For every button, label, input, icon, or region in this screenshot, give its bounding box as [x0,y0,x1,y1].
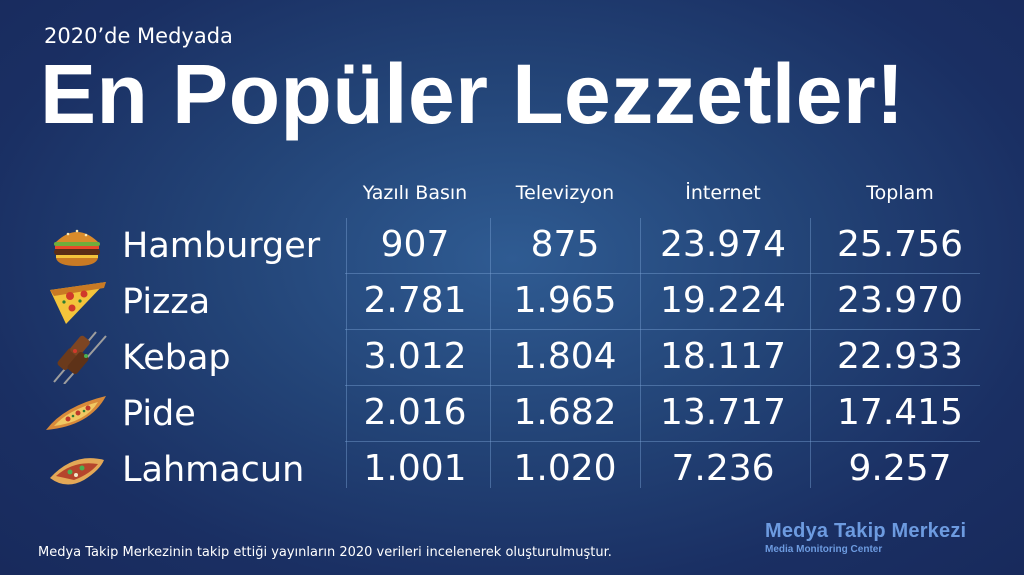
value-print: 2.016 [363,392,467,433]
value-tv: 1.682 [513,392,617,433]
table-row: Lahmacun 1.001 1.020 7.236 9.257 [0,442,1024,496]
value-tv: 1.804 [513,336,617,377]
column-divider [490,218,491,488]
column-header-tv: Televizyon [515,182,615,204]
pide-icon [46,396,106,430]
column-divider [810,218,811,488]
column-divider [640,218,641,488]
value-internet: 7.236 [671,448,775,489]
brand-tagline: Media Monitoring Center [765,544,883,555]
value-tv: 875 [530,224,600,265]
table-row: Kebap 3.012 1.804 18.117 22.933 [0,330,1024,386]
value-print: 2.781 [363,280,467,321]
brand-name: Medya Takip Merkezi [765,520,967,542]
footer-note: Medya Takip Merkezinin takip ettiği yayı… [38,545,612,560]
column-header-print: Yazılı Basın [362,182,468,204]
value-total: 17.415 [837,392,963,433]
value-print: 1.001 [363,448,467,489]
value-total: 22.933 [837,336,963,377]
subtitle: 2020’de Medyada [44,24,233,48]
value-total: 25.756 [837,224,963,265]
data-table: Hamburger 907 875 23.974 25.756 Pizza 2.… [0,218,1024,490]
value-total: 9.257 [848,448,952,489]
value-internet: 23.974 [660,224,786,265]
lahmacun-icon [50,458,104,485]
food-name: Pizza [122,282,211,322]
value-print: 907 [380,224,450,265]
row-divider [345,385,980,386]
table-row: Pide 2.016 1.682 13.717 17.415 [0,386,1024,442]
kebab-icon [53,331,107,384]
column-header-internet: İnternet [685,182,761,204]
value-internet: 13.717 [660,392,786,433]
food-name: Kebap [122,338,231,378]
pizza-icon [50,282,106,324]
row-divider [345,273,980,274]
column-header-total: Toplam [866,182,934,204]
hamburger-icon [54,229,100,266]
brand-logo: Medya Takip Merkezi Media Monitoring Cen… [765,520,966,555]
table-header: Yazılı Basın Televizyon İnternet Toplam [0,182,1024,206]
row-divider [345,329,980,330]
value-total: 23.970 [837,280,963,321]
table-row: Hamburger 907 875 23.974 25.756 [0,218,1024,274]
page-title: En Popüler Lezzetler! [40,47,905,141]
table-row: Pizza 2.781 1.965 19.224 23.970 [0,274,1024,330]
value-internet: 18.117 [660,336,786,377]
food-name: Hamburger [122,226,321,266]
food-name: Pide [122,394,196,434]
column-divider [346,218,347,488]
food-name: Lahmacun [122,450,305,490]
value-tv: 1.965 [513,280,617,321]
row-divider [345,441,980,442]
value-tv: 1.020 [513,448,617,489]
value-internet: 19.224 [660,280,786,321]
value-print: 3.012 [363,336,467,377]
